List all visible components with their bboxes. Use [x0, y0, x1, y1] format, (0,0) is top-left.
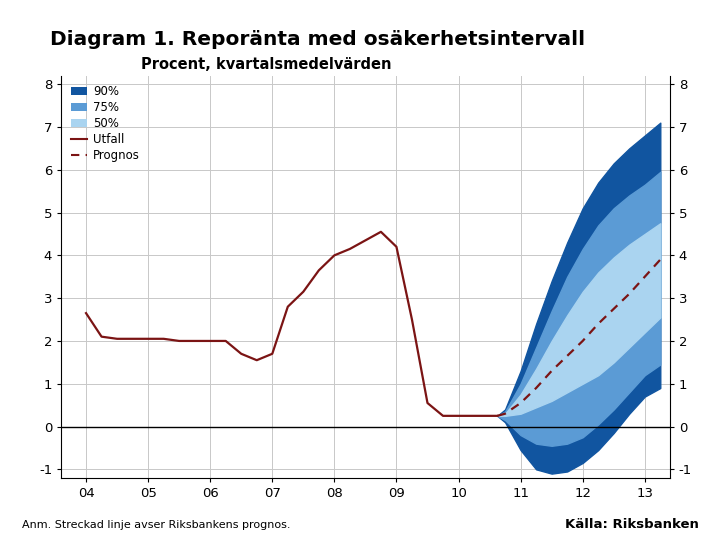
Text: Källa: Riksbanken: Källa: Riksbanken: [564, 518, 698, 531]
Legend: 90%, 75%, 50%, Utfall, Prognos: 90%, 75%, 50%, Utfall, Prognos: [67, 82, 143, 165]
Text: ⚙: ⚙: [649, 19, 672, 43]
Text: Diagram 1. Reporänta med osäkerhetsintervall: Diagram 1. Reporänta med osäkerhetsinter…: [50, 30, 585, 49]
Text: Anm. Streckad linje avser Riksbankens prognos.: Anm. Streckad linje avser Riksbankens pr…: [22, 520, 290, 530]
Text: SVERIGES
RIKSBANK: SVERIGES RIKSBANK: [642, 52, 679, 64]
Text: Procent, kvartalsmedelvärden: Procent, kvartalsmedelvärden: [141, 57, 392, 72]
